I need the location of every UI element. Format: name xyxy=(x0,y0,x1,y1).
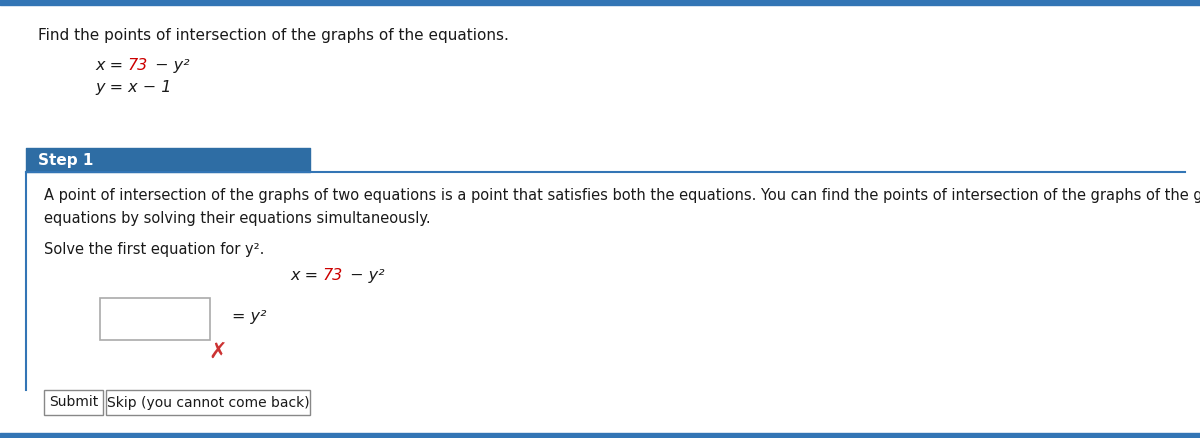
Text: − y²: − y² xyxy=(150,58,190,73)
Text: Find the points of intersection of the graphs of the equations.: Find the points of intersection of the g… xyxy=(38,28,509,43)
Text: Skip (you cannot come back): Skip (you cannot come back) xyxy=(107,396,310,410)
FancyBboxPatch shape xyxy=(106,390,310,415)
Text: 73: 73 xyxy=(128,58,149,73)
Text: Submit: Submit xyxy=(49,396,98,410)
FancyBboxPatch shape xyxy=(100,298,210,340)
Text: 73: 73 xyxy=(323,268,343,283)
Text: A point of intersection of the graphs of two equations is a point that satisfies: A point of intersection of the graphs of… xyxy=(44,188,1200,226)
Text: Step 1: Step 1 xyxy=(38,152,94,167)
Text: y = x − 1: y = x − 1 xyxy=(95,80,172,95)
Text: − y²: − y² xyxy=(346,268,384,283)
Text: x =: x = xyxy=(290,268,323,283)
Text: Solve the first equation for y².: Solve the first equation for y². xyxy=(44,242,264,257)
FancyBboxPatch shape xyxy=(44,390,103,415)
Text: ✗: ✗ xyxy=(208,342,227,362)
Text: x =: x = xyxy=(95,58,128,73)
Text: = y²: = y² xyxy=(232,310,266,325)
